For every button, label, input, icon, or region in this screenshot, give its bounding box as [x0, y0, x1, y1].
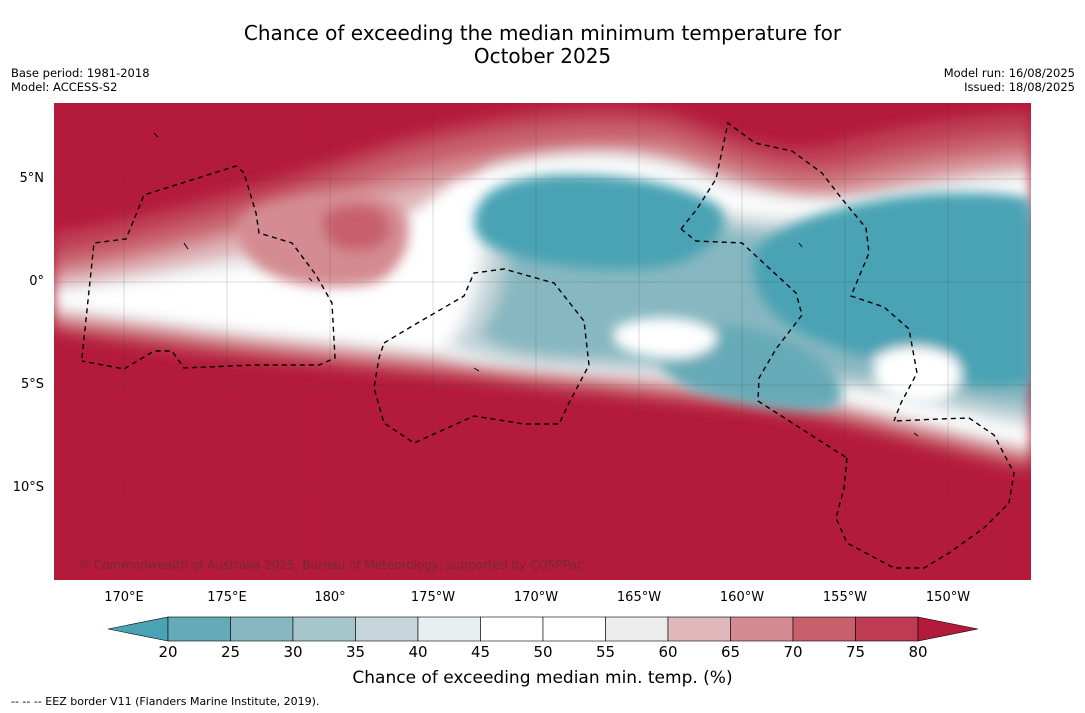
colorbar-tick-label: 30 — [283, 643, 303, 661]
colorbar-tick-label: 65 — [720, 643, 741, 661]
colorbar-tick-label: 20 — [158, 643, 178, 661]
colorbar-segment — [730, 616, 794, 642]
lon-label-165w: 165°W — [616, 590, 662, 605]
colorbar-segment — [667, 616, 731, 642]
colorbar-segment — [230, 616, 294, 642]
colorbar-segment — [355, 616, 419, 642]
base-period: Base period: 1981-2018 — [11, 66, 150, 80]
lat-label-10s: 10°S — [12, 480, 44, 495]
eez-border-south — [835, 417, 1015, 569]
colorbar-tick-label: 40 — [408, 643, 428, 661]
meta-left: Base period: 1981-2018 Model: ACCESS-S2 — [11, 66, 150, 94]
lon-label-170e: 170°E — [104, 590, 144, 605]
colorbar-tick-label: 35 — [345, 643, 366, 661]
warm-patch-center — [322, 204, 390, 252]
lat-label-5n: 5°N — [19, 171, 45, 186]
colorbar-tick-label: 45 — [470, 643, 491, 661]
colorbar-tick-label: 80 — [908, 643, 928, 661]
colorbar-tick-label: 25 — [220, 643, 241, 661]
map-title-line1: Chance of exceeding the median minimum t… — [243, 21, 842, 45]
meta-right: Model run: 16/08/2025 Issued: 18/08/2025 — [944, 66, 1075, 94]
lon-label-160w: 160°W — [719, 590, 765, 605]
colorbar — [108, 616, 978, 642]
model-name: Model: ACCESS-S2 — [11, 80, 118, 94]
lon-label-175w: 175°W — [410, 590, 456, 605]
colorbar-segment — [292, 616, 356, 642]
colorbar-segment — [792, 616, 856, 642]
copyright-notice: © Commonwealth of Australia 2025, Bureau… — [78, 558, 584, 572]
model-run: Model run: 16/08/2025 — [943, 66, 1075, 80]
core-region-north — [474, 174, 725, 270]
colorbar-label: Chance of exceeding median min. temp. (%… — [352, 668, 733, 688]
lon-label-180: 180° — [314, 590, 346, 605]
eez-border-central — [373, 268, 590, 444]
coastlines — [153, 132, 919, 437]
issued-date: Issued: 18/08/2025 — [964, 80, 1075, 94]
lon-label-175e: 175°E — [207, 590, 247, 605]
colorbar-segment — [605, 616, 669, 642]
colorbar-segments — [167, 616, 919, 642]
colorbar-tick-label: 60 — [658, 643, 678, 661]
colorbar-low-arrow — [108, 616, 169, 642]
colorbar-tick-label: 50 — [533, 643, 553, 661]
eez-legend-note: -- -- -- EEZ border V11 (Flanders Marine… — [11, 695, 320, 708]
colorbar-tick-label: 75 — [845, 643, 866, 661]
colorbar-segment — [480, 616, 544, 642]
eez-border-mid — [680, 228, 848, 459]
colorbar-segment — [542, 616, 606, 642]
core-region-east — [752, 192, 1031, 387]
map-title: Chance of exceeding the median minimum t… — [0, 22, 1085, 68]
graticule — [54, 103, 1031, 580]
lat-label-0: 0° — [29, 274, 44, 289]
probability-map — [54, 103, 1031, 580]
colorbar-high-arrow — [917, 616, 978, 642]
lon-label-150w: 150°W — [925, 590, 971, 605]
lat-label-5s: 5°S — [20, 377, 44, 392]
colorbar-segment — [417, 616, 481, 642]
colorbar-tick-label: 55 — [595, 643, 616, 661]
lon-label-170w: 170°W — [513, 590, 559, 605]
colorbar-segment — [167, 616, 231, 642]
eez-borders — [81, 121, 1015, 569]
colorbar-segment — [855, 616, 919, 642]
colorbar-tick-label: 70 — [783, 643, 803, 661]
white-patch-east — [874, 346, 962, 404]
white-patch-center — [614, 317, 717, 358]
eez-border-north — [680, 121, 918, 422]
map-title-line2: October 2025 — [473, 44, 612, 68]
lon-label-155w: 155°W — [822, 590, 868, 605]
